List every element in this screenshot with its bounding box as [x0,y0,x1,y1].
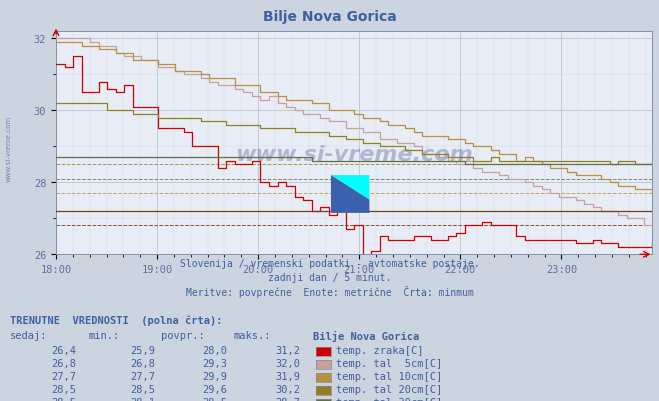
Text: 28,5: 28,5 [130,384,155,394]
Text: 32,0: 32,0 [275,358,300,368]
Text: temp. zraka[C]: temp. zraka[C] [336,345,424,355]
Text: temp. tal 20cm[C]: temp. tal 20cm[C] [336,384,442,394]
Text: 28,0: 28,0 [202,345,227,355]
Text: 26,8: 26,8 [51,358,76,368]
Text: 30,2: 30,2 [275,384,300,394]
Text: povpr.:: povpr.: [161,330,205,340]
Text: Bilje Nova Gorica: Bilje Nova Gorica [313,330,419,341]
Text: 28,7: 28,7 [275,397,300,401]
Text: 28,5: 28,5 [51,384,76,394]
Text: 26,4: 26,4 [51,345,76,355]
Text: Bilje Nova Gorica: Bilje Nova Gorica [263,10,396,24]
Text: temp. tal 30cm[C]: temp. tal 30cm[C] [336,397,442,401]
Text: 29,6: 29,6 [202,384,227,394]
Text: 25,9: 25,9 [130,345,155,355]
Text: sedaj:: sedaj: [10,330,47,340]
Text: Slovenija / vremenski podatki - avtomatske postaje.: Slovenija / vremenski podatki - avtomats… [180,259,479,269]
Text: 28,5: 28,5 [51,397,76,401]
Text: zadnji dan / 5 minut.: zadnji dan / 5 minut. [268,272,391,282]
Text: temp. tal  5cm[C]: temp. tal 5cm[C] [336,358,442,368]
Text: www.si-vreme.com: www.si-vreme.com [5,115,11,181]
Text: TRENUTNE  VREDNOSTI  (polna črta):: TRENUTNE VREDNOSTI (polna črta): [10,315,222,325]
Text: maks.:: maks.: [234,330,272,340]
Text: www.si-vreme.com: www.si-vreme.com [235,144,473,164]
Text: 31,9: 31,9 [275,371,300,381]
Text: 26,8: 26,8 [130,358,155,368]
Text: temp. tal 10cm[C]: temp. tal 10cm[C] [336,371,442,381]
Text: min.:: min.: [89,330,120,340]
Text: 27,7: 27,7 [130,371,155,381]
Text: Meritve: povprečne  Enote: metrične  Črta: minmum: Meritve: povprečne Enote: metrične Črta:… [186,285,473,297]
Text: 29,9: 29,9 [202,371,227,381]
Polygon shape [331,176,370,213]
Text: 28,5: 28,5 [202,397,227,401]
Text: 31,2: 31,2 [275,345,300,355]
Bar [331,176,370,213]
Text: 29,3: 29,3 [202,358,227,368]
Text: 28,1: 28,1 [130,397,155,401]
Polygon shape [331,176,370,200]
Text: 27,7: 27,7 [51,371,76,381]
